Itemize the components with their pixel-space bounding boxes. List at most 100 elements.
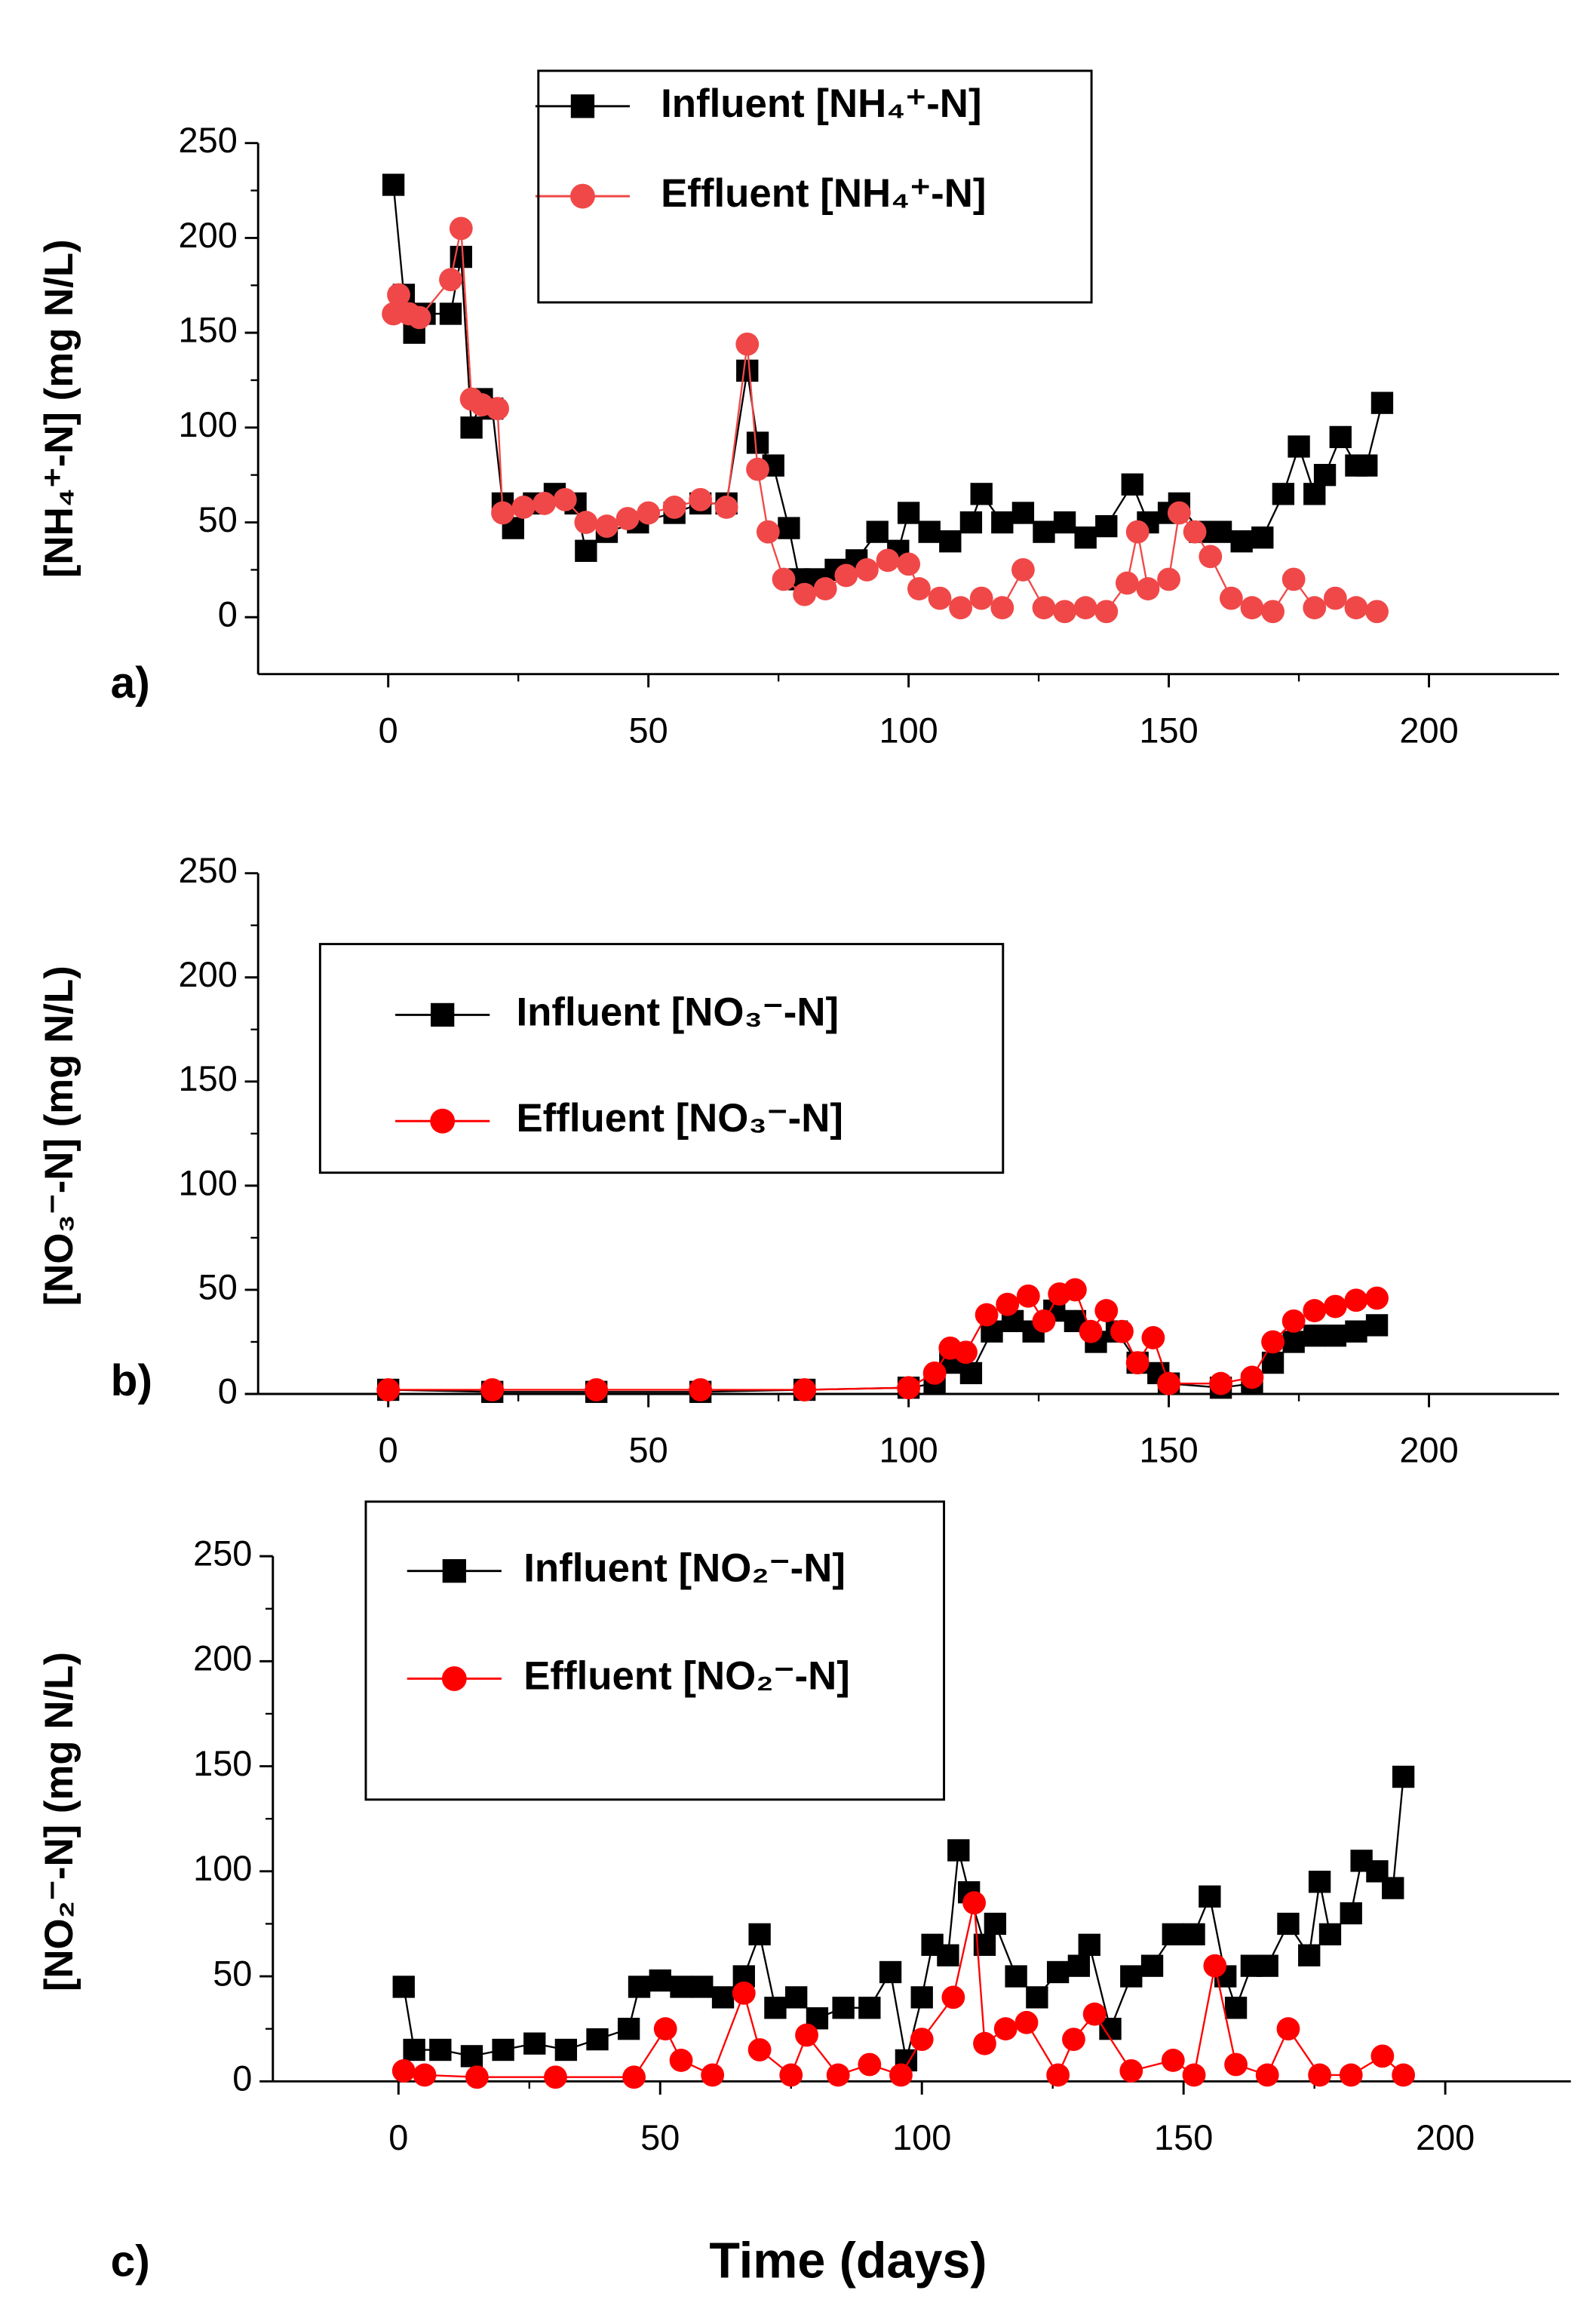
data-point bbox=[1230, 530, 1253, 553]
data-point bbox=[746, 431, 769, 454]
legend-marker bbox=[431, 1002, 455, 1027]
legend-label: Effluent [NO₂⁻-N] bbox=[523, 1653, 850, 1698]
data-point bbox=[1182, 2063, 1206, 2087]
data-point bbox=[653, 2017, 677, 2041]
x-tick-label: 150 bbox=[1139, 1431, 1198, 1470]
legend-label: Effluent [NO₃⁻-N] bbox=[516, 1096, 843, 1141]
data-point bbox=[813, 577, 837, 600]
x-tick-label: 200 bbox=[1416, 2118, 1475, 2157]
x-tick-label: 0 bbox=[379, 711, 398, 750]
data-point bbox=[523, 2032, 546, 2055]
x-tick-label: 50 bbox=[629, 1431, 668, 1470]
data-point bbox=[793, 1378, 817, 1401]
data-point bbox=[586, 2028, 609, 2051]
data-point bbox=[937, 1944, 959, 1966]
data-point bbox=[1282, 1331, 1305, 1353]
y-tick-label: 50 bbox=[213, 1954, 252, 1993]
data-point bbox=[1167, 501, 1191, 525]
data-point bbox=[1281, 1309, 1306, 1333]
data-point bbox=[941, 1985, 965, 2009]
data-point bbox=[1073, 596, 1097, 620]
data-point bbox=[779, 2063, 803, 2087]
data-point bbox=[959, 1362, 983, 1385]
data-point bbox=[1094, 600, 1119, 624]
x-tick-label: 150 bbox=[1139, 711, 1198, 750]
data-point bbox=[1141, 1326, 1165, 1349]
data-point bbox=[735, 332, 760, 356]
data-point bbox=[858, 2052, 882, 2077]
data-point bbox=[1032, 1309, 1056, 1333]
y-tick-label: 0 bbox=[232, 2059, 252, 2098]
data-point bbox=[1392, 2063, 1416, 2087]
panel-label: c) bbox=[111, 2237, 150, 2286]
y-tick-label: 250 bbox=[179, 851, 238, 890]
data-point bbox=[486, 397, 509, 421]
data-point bbox=[1095, 514, 1118, 538]
data-point bbox=[376, 1378, 401, 1401]
data-point bbox=[1082, 2002, 1107, 2026]
data-point bbox=[460, 2045, 483, 2068]
data-point bbox=[1110, 1319, 1134, 1343]
data-point bbox=[689, 487, 713, 511]
legend-marker bbox=[570, 183, 595, 209]
data-point bbox=[1016, 1284, 1040, 1308]
data-point bbox=[1365, 1286, 1389, 1310]
data-point bbox=[1303, 1325, 1326, 1347]
data-point bbox=[439, 268, 462, 292]
data-point bbox=[662, 496, 686, 519]
legend-box bbox=[318, 943, 1005, 1174]
data-point bbox=[993, 2017, 1017, 2041]
y-tick-label: 150 bbox=[193, 1744, 252, 1783]
data-point bbox=[382, 173, 405, 196]
data-point bbox=[595, 514, 618, 538]
data-point bbox=[1046, 1960, 1070, 1984]
y-tick-label: 100 bbox=[193, 1849, 252, 1888]
data-point bbox=[670, 1976, 692, 1998]
y-tick-label: 150 bbox=[179, 1059, 238, 1098]
y-axis-label: [NO₃⁻-N] (mg N/L) bbox=[37, 966, 81, 1306]
x-tick-label: 100 bbox=[879, 711, 938, 750]
legend-label: Influent [NH₄⁺-N] bbox=[661, 81, 981, 126]
data-point bbox=[554, 2038, 578, 2062]
data-point bbox=[491, 501, 514, 525]
data-point bbox=[1255, 2063, 1279, 2087]
data-point bbox=[1318, 1923, 1342, 1946]
legend-box bbox=[364, 1500, 946, 1801]
data-point bbox=[764, 1997, 787, 2019]
data-point bbox=[553, 487, 577, 511]
data-point bbox=[575, 539, 597, 562]
y-tick-label: 250 bbox=[179, 121, 238, 160]
panel-label: a) bbox=[111, 659, 150, 708]
data-point bbox=[492, 2038, 514, 2062]
data-point bbox=[1074, 527, 1097, 549]
data-point bbox=[392, 1976, 415, 1998]
data-point bbox=[628, 1976, 651, 1998]
legend-marker bbox=[570, 94, 595, 118]
data-point bbox=[910, 1986, 933, 2009]
data-point bbox=[969, 586, 993, 610]
data-point bbox=[1340, 1902, 1362, 1925]
data-point bbox=[544, 2065, 567, 2089]
data-point bbox=[617, 2018, 640, 2040]
data-point bbox=[746, 457, 769, 481]
data-point bbox=[413, 2063, 437, 2087]
data-point bbox=[1277, 1912, 1300, 1936]
data-point bbox=[1256, 1954, 1278, 1977]
data-point bbox=[1370, 2044, 1395, 2068]
y-tick-label: 200 bbox=[193, 1639, 252, 1678]
y-tick-label: 250 bbox=[193, 1534, 252, 1573]
data-point bbox=[711, 1986, 735, 2009]
data-point bbox=[855, 558, 879, 582]
y-axis-label: [NO₂⁻-N] (mg N/L) bbox=[37, 1652, 81, 1991]
data-point bbox=[1303, 483, 1326, 505]
data-point bbox=[480, 1378, 505, 1401]
data-point bbox=[834, 563, 858, 588]
data-point bbox=[947, 1839, 970, 1862]
data-point bbox=[449, 216, 473, 241]
data-point bbox=[714, 496, 738, 519]
y-tick-label: 50 bbox=[198, 500, 238, 539]
data-point bbox=[1365, 600, 1389, 624]
data-point bbox=[701, 2063, 725, 2087]
data-point bbox=[403, 2038, 425, 2062]
